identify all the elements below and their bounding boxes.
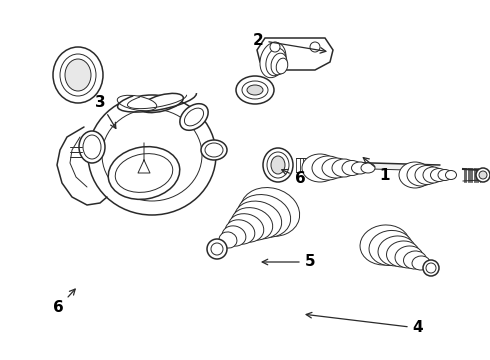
Ellipse shape: [266, 48, 286, 76]
Text: 6: 6: [52, 289, 75, 315]
Ellipse shape: [260, 42, 286, 78]
Ellipse shape: [225, 220, 255, 244]
Ellipse shape: [332, 159, 356, 177]
Ellipse shape: [322, 158, 350, 178]
Ellipse shape: [378, 236, 416, 266]
Ellipse shape: [222, 226, 246, 246]
Circle shape: [270, 42, 280, 52]
Polygon shape: [338, 162, 440, 171]
Ellipse shape: [271, 156, 285, 174]
Ellipse shape: [108, 147, 180, 199]
Ellipse shape: [415, 166, 439, 185]
Ellipse shape: [276, 58, 288, 74]
Text: 3: 3: [95, 95, 116, 129]
Text: 4: 4: [306, 312, 423, 336]
Ellipse shape: [423, 167, 443, 183]
Circle shape: [423, 260, 439, 276]
Ellipse shape: [228, 214, 264, 242]
Ellipse shape: [271, 53, 287, 75]
Ellipse shape: [342, 161, 362, 176]
Ellipse shape: [399, 162, 431, 188]
Ellipse shape: [65, 59, 91, 91]
Ellipse shape: [242, 81, 268, 99]
Circle shape: [207, 239, 227, 259]
Ellipse shape: [180, 104, 208, 130]
Ellipse shape: [79, 131, 105, 163]
Ellipse shape: [312, 156, 344, 180]
Ellipse shape: [445, 171, 457, 180]
Text: 5: 5: [262, 255, 315, 270]
Circle shape: [426, 263, 436, 273]
Ellipse shape: [369, 230, 413, 266]
Ellipse shape: [231, 208, 273, 240]
Ellipse shape: [141, 93, 183, 113]
Ellipse shape: [247, 85, 263, 95]
Ellipse shape: [184, 108, 203, 126]
Ellipse shape: [117, 95, 157, 111]
Ellipse shape: [302, 154, 338, 182]
Ellipse shape: [237, 194, 291, 238]
Ellipse shape: [201, 140, 227, 160]
Ellipse shape: [407, 164, 435, 186]
Circle shape: [211, 243, 223, 255]
Ellipse shape: [205, 143, 223, 157]
Ellipse shape: [395, 246, 423, 268]
Ellipse shape: [53, 47, 103, 103]
Ellipse shape: [361, 163, 375, 173]
Ellipse shape: [241, 188, 300, 237]
Ellipse shape: [412, 256, 430, 270]
Ellipse shape: [360, 225, 410, 265]
Ellipse shape: [263, 148, 293, 182]
Ellipse shape: [351, 162, 368, 174]
Text: 1: 1: [363, 158, 390, 183]
Circle shape: [310, 42, 320, 52]
Ellipse shape: [83, 135, 101, 159]
Ellipse shape: [387, 241, 419, 267]
Ellipse shape: [102, 109, 202, 201]
Text: 6: 6: [282, 170, 305, 185]
Ellipse shape: [438, 170, 452, 180]
Ellipse shape: [236, 76, 274, 104]
Polygon shape: [257, 38, 333, 70]
Ellipse shape: [404, 251, 426, 269]
Ellipse shape: [431, 168, 447, 181]
Ellipse shape: [115, 154, 173, 192]
Ellipse shape: [219, 232, 237, 248]
Ellipse shape: [60, 54, 96, 96]
Circle shape: [479, 171, 487, 179]
Ellipse shape: [267, 152, 289, 178]
Ellipse shape: [88, 95, 216, 215]
Text: 2: 2: [253, 32, 326, 53]
Circle shape: [476, 168, 490, 182]
Ellipse shape: [234, 201, 282, 239]
